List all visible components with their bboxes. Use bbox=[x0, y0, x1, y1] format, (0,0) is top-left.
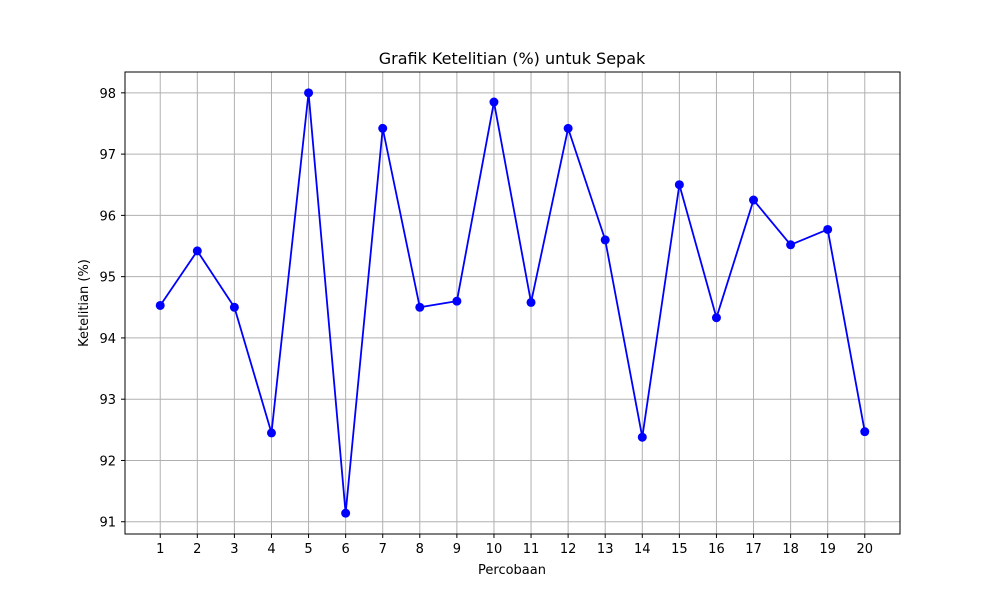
x-tick-label: 10 bbox=[486, 542, 503, 557]
data-point bbox=[860, 427, 870, 437]
x-tick-label: 8 bbox=[416, 542, 424, 557]
data-point bbox=[526, 297, 536, 307]
y-tick-label: 92 bbox=[99, 454, 116, 469]
data-point bbox=[266, 428, 276, 438]
x-tick-label: 20 bbox=[856, 542, 873, 557]
x-tick-label: 15 bbox=[671, 542, 688, 557]
x-tick-label: 9 bbox=[453, 542, 461, 557]
data-point bbox=[229, 302, 239, 312]
x-axis-label: Percobaan bbox=[478, 563, 546, 578]
x-axis-ticks: 1 2 3 4 5 6 7 8 9 10 11 12 13 14 15 16 17 18 19 20 bbox=[156, 534, 873, 557]
x-tick-label: 6 bbox=[341, 542, 349, 557]
y-tick-label: 97 bbox=[99, 148, 116, 163]
data-point bbox=[823, 224, 833, 234]
data-point bbox=[415, 302, 425, 312]
x-tick-label: 17 bbox=[745, 542, 762, 557]
series-line bbox=[159, 91, 866, 515]
x-tick-label: 13 bbox=[597, 542, 614, 557]
plot-area-frame bbox=[124, 71, 901, 535]
y-tick-label: 94 bbox=[99, 332, 116, 347]
chart-title: Grafik Ketelitian (%) untuk Sepak bbox=[379, 49, 646, 68]
data-point bbox=[674, 180, 684, 190]
x-tick-label: 16 bbox=[708, 542, 725, 557]
data-point bbox=[563, 123, 573, 133]
data-point bbox=[452, 296, 462, 306]
x-tick-label: 11 bbox=[523, 542, 540, 557]
data-point bbox=[637, 432, 647, 442]
data-point bbox=[341, 508, 351, 518]
data-point bbox=[155, 300, 165, 310]
x-tick-label: 3 bbox=[230, 542, 238, 557]
grid-lines bbox=[125, 72, 900, 534]
data-point bbox=[192, 246, 202, 256]
x-tick-label: 4 bbox=[267, 542, 275, 557]
x-tick-label: 7 bbox=[379, 542, 387, 557]
x-tick-label: 18 bbox=[782, 542, 799, 557]
data-point bbox=[378, 123, 388, 133]
x-tick-label: 1 bbox=[156, 542, 164, 557]
y-tick-label: 96 bbox=[99, 209, 116, 224]
data-point bbox=[711, 313, 721, 323]
x-tick-label: 19 bbox=[819, 542, 836, 557]
data-series bbox=[155, 88, 870, 518]
y-tick-label: 91 bbox=[99, 516, 116, 531]
y-axis-label: Ketelitian (%) bbox=[77, 259, 92, 347]
y-axis-ticks: 91 92 93 94 95 96 97 98 bbox=[99, 87, 125, 531]
x-tick-label: 14 bbox=[634, 542, 651, 557]
data-point bbox=[749, 195, 759, 205]
x-tick-label: 12 bbox=[560, 542, 577, 557]
x-tick-label: 5 bbox=[304, 542, 312, 557]
y-tick-label: 95 bbox=[99, 271, 116, 286]
data-point bbox=[786, 240, 796, 250]
x-tick-label: 2 bbox=[193, 542, 201, 557]
data-point bbox=[489, 97, 499, 107]
y-tick-label: 93 bbox=[99, 393, 116, 408]
y-tick-label: 98 bbox=[99, 87, 116, 102]
data-point bbox=[600, 235, 610, 245]
data-point bbox=[304, 88, 314, 98]
